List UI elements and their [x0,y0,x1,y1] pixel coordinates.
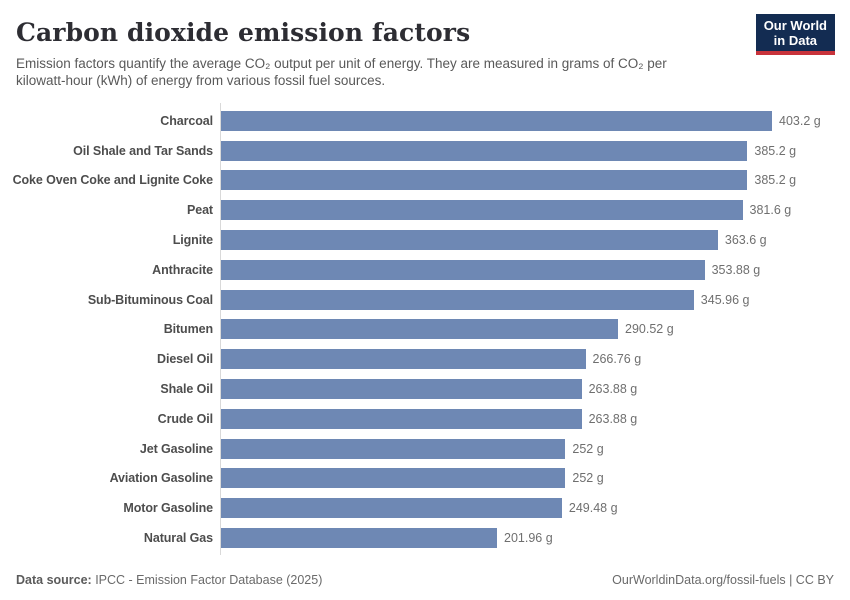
bar-label: Oil Shale and Tar Sands [73,143,213,158]
bar-value: 249.48 g [568,501,618,516]
bar[interactable] [221,528,497,549]
bar-row: Bitumen 290.52 g [0,315,850,345]
subtitle-line-2: kilowatt-hour (kWh) of energy from vario… [16,73,386,88]
bar[interactable] [221,259,705,280]
bar-area: 263.88 g [213,408,850,429]
bar[interactable] [221,379,582,400]
bar-chart-rows: Charcoal 403.2 g Oil Shale and Tar Sands… [0,106,850,553]
bar-area: 385.2 g [213,140,850,161]
data-source-text: IPCC - Emission Factor Database (2025) [91,573,323,587]
bar-value: 385.2 g [754,173,797,188]
bar-value: 266.76 g [592,352,642,367]
bar-row: Lignite 363.6 g [0,225,850,255]
owid-logo[interactable]: Our World in Data [755,14,835,55]
bar-row: Crude Oil 263.88 g [0,404,850,434]
bar[interactable] [221,319,618,340]
bar-row: Diesel Oil 266.76 g [0,344,850,374]
bar-row: Shale Oil 263.88 g [0,374,850,404]
bar-area: 363.6 g [213,230,850,251]
bar-value: 353.88 g [711,262,761,277]
chart-footer: Data source: IPCC - Emission Factor Data… [16,573,834,587]
bar-area: 201.96 g [213,528,850,549]
bar-row: Coke Oven Coke and Lignite Coke 385.2 g [0,166,850,196]
bar[interactable] [221,170,748,191]
bar-label: Coke Oven Coke and Lignite Coke [12,173,214,188]
bar-value: 403.2 g [779,113,821,128]
bar[interactable] [221,408,582,429]
bar-label: Shale Oil [160,382,213,397]
bar-row: Anthracite 353.88 g [0,255,850,285]
bar-chart: Charcoal 403.2 g Oil Shale and Tar Sands… [0,103,850,555]
bar-value: 381.6 g [749,203,792,218]
page-title: Carbon dioxide emission factors [16,18,471,47]
bar-value: 363.6 g [724,233,767,248]
data-source-label: Data source: [16,573,92,587]
bar-area: 290.52 g [213,319,850,340]
bar-area: 345.96 g [213,289,850,310]
bar-row: Charcoal 403.2 g [0,106,850,136]
bar-value: 252 g [572,441,604,456]
bar-value: 290.52 g [625,322,674,337]
owid-logo-line1: Our World [763,18,827,33]
bar-label: Crude Oil [157,411,213,426]
bar-row: Natural Gas 201.96 g [0,523,850,553]
bar-area: 403.2 g [213,110,850,131]
bar[interactable] [221,498,562,519]
bar[interactable] [221,349,586,370]
owid-logo-line2: in Data [773,33,818,48]
bar-value: 385.2 g [754,143,797,158]
bar-label: Charcoal [160,113,213,128]
bar-area: 252 g [213,438,850,459]
bar[interactable] [221,110,772,131]
bar-area: 252 g [213,468,850,489]
bar[interactable] [221,230,718,251]
bar-row: Jet Gasoline 252 g [0,434,850,464]
bar-label: Motor Gasoline [123,501,213,516]
bar-value: 263.88 g [588,382,638,397]
bar[interactable] [221,289,694,310]
bar-value: 345.96 g [700,292,750,307]
bar[interactable] [221,140,748,161]
bar-area: 353.88 g [213,259,850,280]
bar-row: Sub-Bituminous Coal 345.96 g [0,285,850,315]
chart-subtitle: Emission factors quantify the average CO… [16,55,834,89]
bar[interactable] [221,200,743,221]
bar-area: 381.6 g [213,200,850,221]
bar-label: Anthracite [152,262,213,277]
bar-label: Sub-Bituminous Coal [87,292,213,307]
bar-value: 201.96 g [504,531,553,546]
bar-row: Peat 381.6 g [0,195,850,225]
chart-header: Carbon dioxide emission factors Emission… [0,0,850,89]
bar[interactable] [221,468,566,489]
data-source: Data source: IPCC - Emission Factor Data… [16,573,322,587]
bar-label: Aviation Gasoline [109,471,214,486]
subtitle-line-1: Emission factors quantify the average CO… [16,56,667,71]
bar-area: 249.48 g [213,498,850,519]
bar[interactable] [221,438,566,459]
y-axis-line [220,103,221,555]
bar-row: Oil Shale and Tar Sands 385.2 g [0,136,850,166]
bar-label: Lignite [172,233,213,248]
bar-area: 263.88 g [213,379,850,400]
bar-area: 385.2 g [213,170,850,191]
bar-label: Natural Gas [143,531,213,546]
bar-label: Jet Gasoline [139,441,213,456]
bar-row: Aviation Gasoline 252 g [0,464,850,494]
bar-value: 252 g [572,471,604,486]
bar-row: Motor Gasoline 249.48 g [0,493,850,523]
bar-label: Bitumen [163,322,213,337]
bar-value: 263.88 g [588,411,638,426]
bar-area: 266.76 g [213,349,850,370]
bar-label: Peat [186,203,213,218]
bar-label: Diesel Oil [157,352,213,367]
attribution-link[interactable]: OurWorldinData.org/fossil-fuels | CC BY [612,573,834,587]
